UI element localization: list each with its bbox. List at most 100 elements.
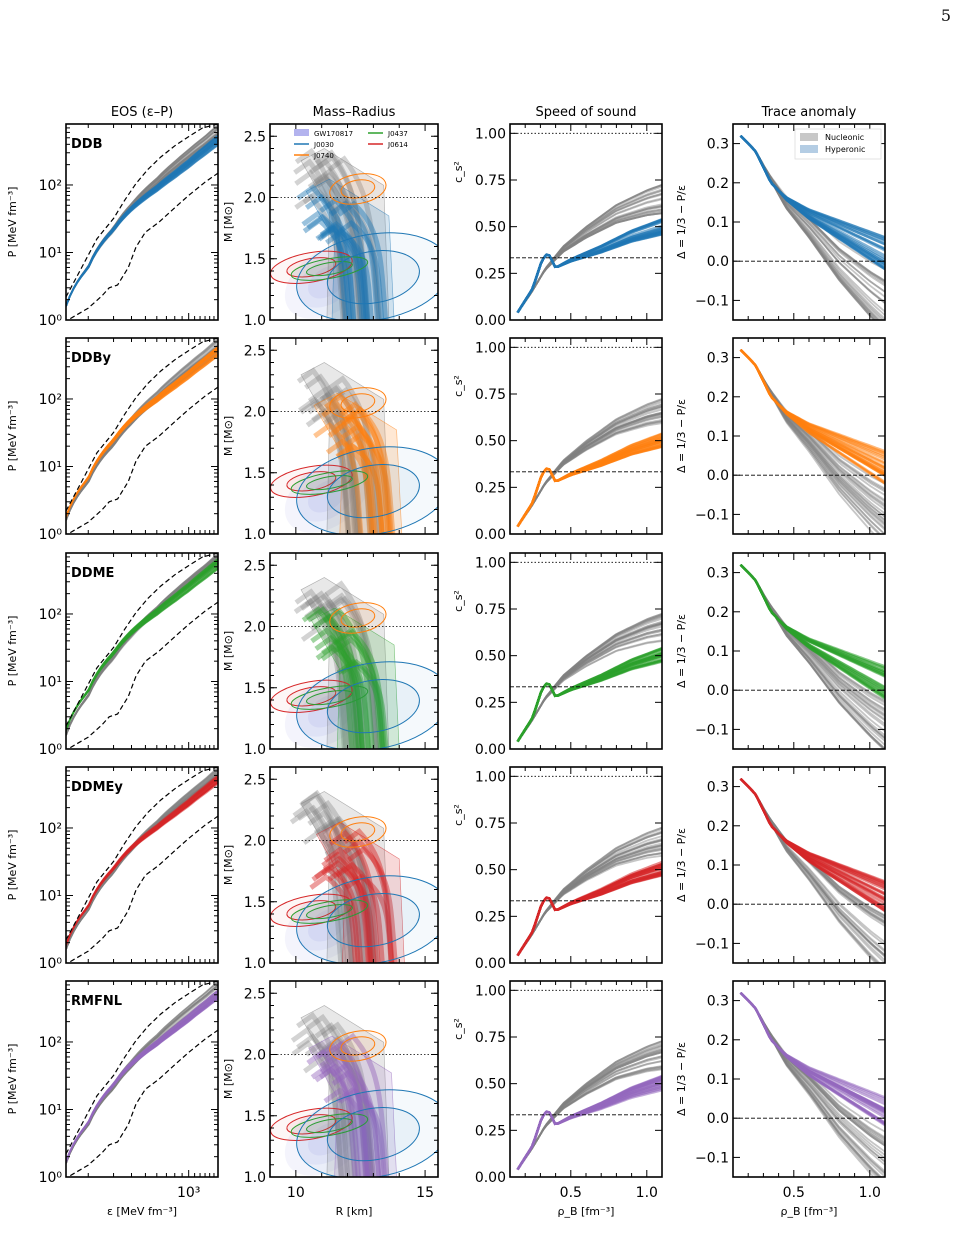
mr-curve [347, 845, 398, 963]
mr-curve [296, 804, 351, 963]
nucleonic-curve [66, 561, 218, 736]
nucleonic-curve [66, 995, 218, 1164]
column-title: Trace anomaly [761, 105, 857, 120]
eos-plot-area [66, 124, 218, 320]
mr-curve [310, 1063, 362, 1177]
y-tick-label: 10⁰ [39, 1170, 63, 1186]
y-tick-label: 0.25 [475, 480, 506, 496]
hyperonic-curve [66, 349, 218, 518]
nucleonic-curve [516, 838, 662, 957]
mr-curve [324, 595, 378, 749]
hyperonic-curve [66, 142, 218, 307]
mr-curve [325, 228, 374, 320]
y-tick-label: 1.00 [475, 983, 506, 999]
nucleonic-curve [516, 1040, 662, 1171]
y-tick-label: 2.0 [244, 191, 266, 207]
nucleonic-curve [516, 628, 662, 743]
hyperonic-curve [66, 777, 218, 946]
hyperonic-curve [516, 233, 662, 314]
hyperonic-curve [516, 233, 662, 314]
y-tick-label: 0.75 [475, 1030, 506, 1046]
nucleonic-curve [516, 629, 662, 743]
hyperonic-curve [66, 142, 218, 307]
nucleonic-curve [66, 561, 218, 736]
nucleonic-curve [66, 991, 218, 1164]
nucleonic-curve [516, 414, 662, 528]
nucleonic-curve [66, 348, 218, 521]
nucleonic-curve [66, 996, 218, 1164]
nucleonic-curve [516, 622, 662, 743]
y-axis-label: c_s² [452, 590, 465, 612]
mr-curve [310, 627, 362, 749]
nucleonic-curve [516, 623, 662, 743]
nucleonic-curve [66, 352, 218, 521]
nucleonic-curve [516, 614, 662, 743]
nucleonic-curve [516, 622, 662, 743]
eos-plot-area [66, 981, 218, 1177]
nucleonic-curve [516, 205, 662, 314]
trace-panel-DDB: −0.1 0.0 0.1 0.2 0.3 Δ = 1/3 − P/ε Nucleonic Hy… [675, 123, 886, 321]
y-tick-label: −0.1 [695, 1150, 729, 1166]
nucleonic-curve [516, 190, 662, 314]
mr-curve [304, 590, 359, 749]
hyperonic-curve [66, 781, 218, 946]
y-tick-label: 0.50 [475, 1077, 506, 1093]
mr-curve [309, 392, 363, 534]
nucleonic-curve [516, 613, 662, 743]
mr-curve [315, 224, 365, 320]
y-tick-label: 10¹ [39, 459, 62, 475]
hyperonic-curve [66, 565, 218, 731]
nucleonic-curve [516, 1040, 662, 1171]
row-label: RMFNL [71, 994, 122, 1009]
nucleonic-curve [516, 416, 662, 528]
hyperonic-curve [516, 227, 662, 314]
mr-curve [318, 1045, 371, 1177]
constraint-contour-J0437 [290, 470, 369, 495]
constraint-contour-J0030 [326, 250, 420, 305]
y-tick-label: 1.00 [475, 769, 506, 785]
mr-curve [299, 791, 354, 963]
nucleonic-curve [516, 630, 662, 743]
mr-curve [300, 625, 352, 749]
nucleonic-curve [516, 1060, 662, 1171]
constraint-bound [66, 338, 218, 512]
hyperonic-curve [66, 780, 218, 946]
mr-curve [311, 865, 361, 963]
nucleonic-curve [516, 846, 662, 957]
y-tick-label: 10¹ [39, 245, 62, 261]
hyperonic-curve [66, 776, 218, 946]
hyperonic-curve [66, 779, 218, 946]
eos-plot-area [66, 553, 218, 749]
y-tick-label: 0.00 [475, 1170, 506, 1186]
mr-curve [293, 158, 348, 320]
nucleonic-curve [66, 352, 218, 521]
cs2-plot-area [510, 346, 662, 528]
y-tick-label: 0.2 [707, 176, 729, 192]
y-tick-label: 10² [39, 178, 62, 194]
nucleonic-curve [516, 844, 662, 957]
mr-curve [324, 1045, 376, 1177]
hyperonic-curve [516, 874, 662, 957]
y-tick-label: 10⁰ [39, 956, 63, 972]
nucleonic-curve [66, 776, 218, 950]
hyperonic-curve [66, 352, 218, 518]
nucleonic-curve [516, 622, 662, 743]
y-tick-label: 0.3 [707, 780, 729, 796]
nucleonic-curve [516, 420, 662, 528]
y-tick-label: 0.25 [475, 909, 506, 925]
y-tick-label: 0.3 [707, 566, 729, 582]
x-tick-label: 1.0 [859, 1185, 881, 1201]
mr-curve [309, 873, 358, 963]
hyperonic-curve [739, 134, 885, 266]
hyperonic-curve [739, 777, 885, 888]
mr-curve [316, 1042, 369, 1177]
constraint-contour-J0030 [326, 893, 420, 948]
nucleonic-curve [516, 616, 662, 743]
mr-curve [302, 217, 353, 320]
nucleonic-curve [66, 561, 218, 736]
hyperonic-curve [66, 561, 218, 731]
mr-curve [319, 220, 370, 320]
cs2-plot-area [510, 989, 662, 1171]
trace-plot-area [733, 991, 885, 1177]
mr-curve [294, 588, 349, 749]
